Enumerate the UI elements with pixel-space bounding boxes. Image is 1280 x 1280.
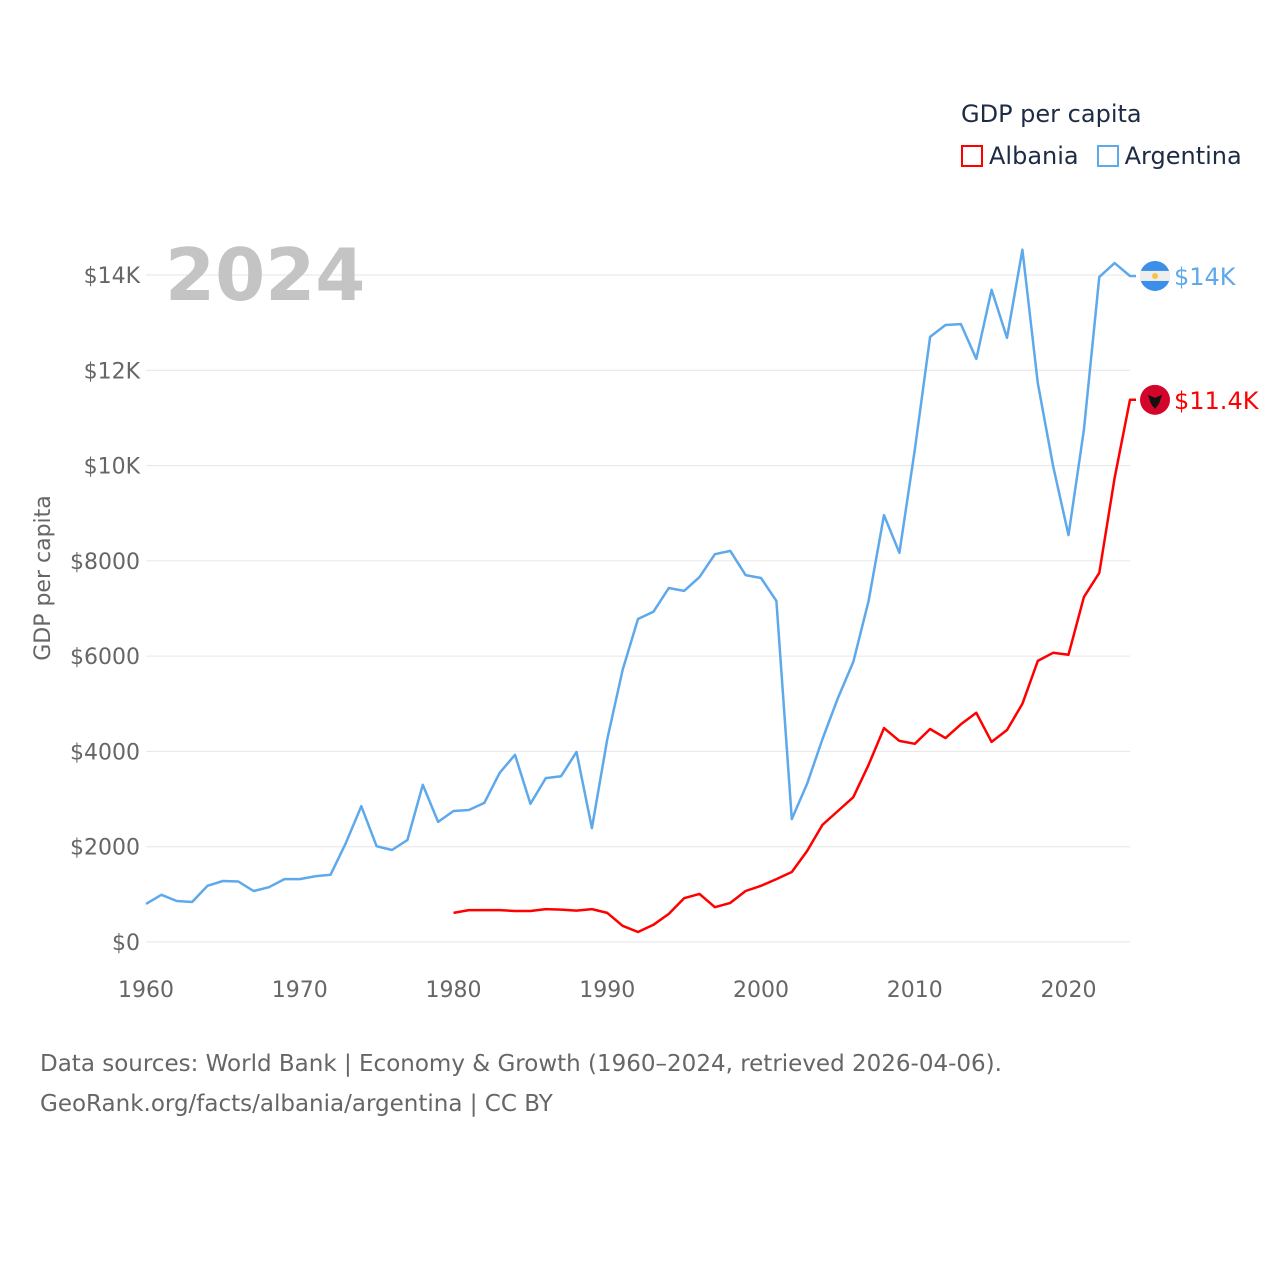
data-sources-text: Data sources: World Bank | Economy & Gro… bbox=[40, 1051, 1002, 1077]
legend-item-albania[interactable]: Albania bbox=[961, 142, 1079, 170]
y-tick-label: $6000 bbox=[70, 645, 140, 670]
y-tick-label: $14K bbox=[84, 264, 141, 289]
end-label-argentina: $14K bbox=[1174, 263, 1237, 291]
legend-swatch-argentina bbox=[1096, 145, 1119, 167]
albania-flag-eagle bbox=[1148, 394, 1162, 409]
x-tick-label: 1960 bbox=[118, 978, 174, 1003]
year-overlay: 2024 bbox=[165, 233, 365, 317]
y-axis-title: GDP per capita bbox=[31, 495, 56, 661]
legend: Albania Argentina bbox=[961, 142, 1242, 170]
y-tick-label: $10K bbox=[84, 455, 141, 480]
footer: Data sources: World Bank | Economy & Gro… bbox=[40, 1044, 1002, 1124]
y-tick-label: $12K bbox=[84, 359, 141, 384]
end-label-albania: $11.4K bbox=[1174, 387, 1260, 415]
y-tick-label: $0 bbox=[112, 931, 140, 956]
x-tick-label: 1980 bbox=[426, 978, 482, 1003]
y-tick-label: $2000 bbox=[70, 836, 140, 861]
legend-label-argentina: Argentina bbox=[1124, 142, 1242, 170]
x-tick-label: 1990 bbox=[579, 978, 635, 1003]
y-tick-label: $8000 bbox=[70, 550, 140, 575]
x-tick-label: 2020 bbox=[1041, 978, 1097, 1003]
argentina-flag-sun bbox=[1152, 272, 1158, 279]
series-line-albania bbox=[453, 398, 1136, 934]
legend-title: GDP per capita bbox=[961, 100, 1142, 128]
x-tick-label: 2000 bbox=[733, 978, 789, 1003]
y-tick-label: $4000 bbox=[70, 740, 140, 765]
x-tick-label: 2010 bbox=[887, 978, 943, 1003]
legend-label-albania: Albania bbox=[989, 142, 1079, 170]
legend-swatch-albania bbox=[961, 145, 983, 167]
series-line-argentina bbox=[145, 248, 1136, 905]
legend-item-argentina[interactable]: Argentina bbox=[1096, 142, 1242, 170]
attribution-link[interactable]: GeoRank.org/facts/albania/argentina | CC… bbox=[40, 1091, 553, 1117]
x-tick-label: 1970 bbox=[272, 978, 328, 1003]
